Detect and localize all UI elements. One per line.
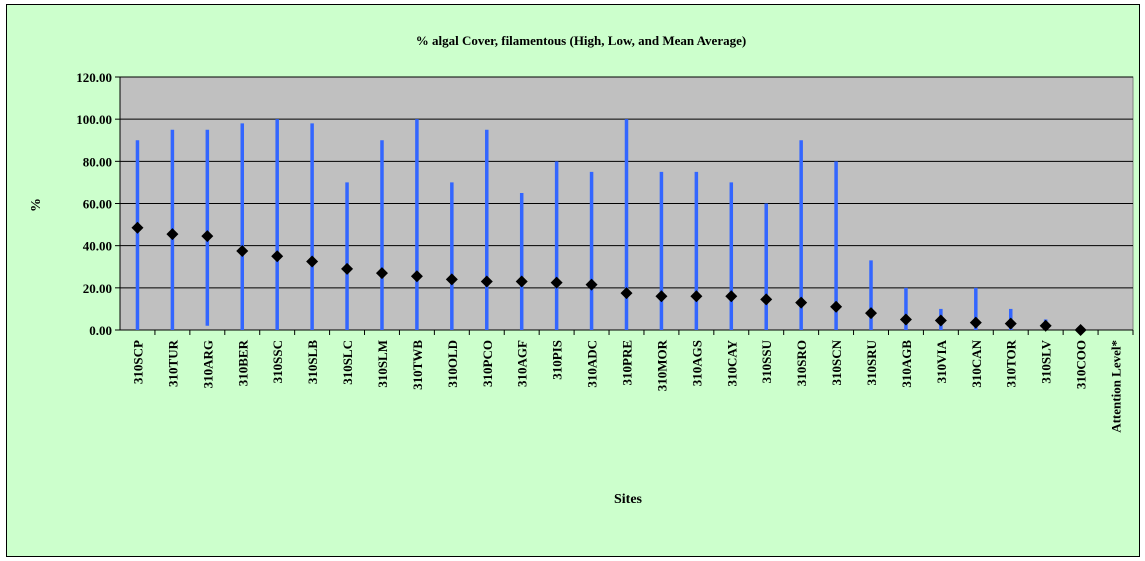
x-tick-label-310SLB: 310SLB <box>305 340 320 384</box>
x-tick-label-310CAN: 310CAN <box>969 339 984 387</box>
y-tick-label-6: 120.00 <box>76 70 112 85</box>
x-tick-label-310VIA: 310VIA <box>934 339 949 383</box>
mean-marker-310TOR <box>1004 317 1017 330</box>
x-tick-label-310OLD: 310OLD <box>445 340 460 388</box>
mean-marker-310ADC <box>585 278 598 291</box>
mean-marker-310TWB <box>410 270 423 283</box>
x-tick-label-310TWB: 310TWB <box>410 340 425 390</box>
mean-marker-310AGB <box>899 313 912 326</box>
x-tick-label-310TOR: 310TOR <box>1004 339 1019 387</box>
mean-markers <box>131 221 1087 336</box>
x-tick-label-310AGF: 310AGF <box>515 340 530 387</box>
x-tick-label-310MOR: 310MOR <box>654 339 669 391</box>
y-tick-label-2: 40.00 <box>83 239 112 254</box>
mean-marker-310SCN <box>830 300 843 313</box>
x-tick-label-310ADC: 310ADC <box>585 340 600 388</box>
y-tick-label-1: 20.00 <box>83 281 112 296</box>
mean-marker-310SLV <box>1039 319 1052 332</box>
x-tick-label-310SSC: 310SSC <box>270 340 285 383</box>
mean-marker-310SLC <box>341 262 354 275</box>
x-tick-label-310SSU: 310SSU <box>759 339 774 383</box>
y-tick-label-0: 0.00 <box>89 323 112 338</box>
x-tick-label-310ARG: 310ARG <box>200 340 215 388</box>
mean-marker-310SCP <box>131 221 144 234</box>
mean-marker-310MOR <box>655 290 668 303</box>
mean-marker-310AGS <box>690 290 703 303</box>
y-tick-label-5: 100.00 <box>76 112 112 127</box>
x-tick-label-310BER: 310BER <box>235 339 250 386</box>
mean-marker-310OLD <box>445 273 458 286</box>
y-tick-label-4: 80.00 <box>83 154 112 169</box>
x-tick-label-310AGB: 310AGB <box>899 340 914 388</box>
x-tick-label-310TUR: 310TUR <box>165 339 180 387</box>
mean-marker-310COO <box>1074 324 1087 336</box>
x-axis-title: Sites <box>614 492 643 507</box>
y-axis-ticks: 0.00 20.00 40.00 60.00 80.00 100.00 120.00 <box>76 70 120 338</box>
mean-marker-310PCO <box>480 275 493 288</box>
x-tick-label-310PRE: 310PRE <box>620 340 635 386</box>
mean-marker-310CAN <box>969 316 982 329</box>
x-tick-label-310SRU: 310SRU <box>864 339 879 385</box>
mean-marker-310SRU <box>865 307 878 320</box>
x-tick-label-310SLC: 310SLC <box>340 340 355 385</box>
mean-marker-310SSC <box>271 250 284 263</box>
x-tick-label-310SLV: 310SLV <box>1039 339 1054 383</box>
x-tick-label-310COO: 310COO <box>1074 340 1089 389</box>
x-tick-label-310SRO: 310SRO <box>794 340 809 386</box>
mean-marker-310PIS <box>550 276 563 289</box>
mean-marker-310TUR <box>166 228 179 241</box>
page-margin <box>0 0 6 561</box>
mean-marker-310SLM <box>375 267 388 280</box>
x-axis-ticks: 310SCP 310TUR 310ARG 310BER 310SSC 310SLB 310S… <box>130 330 1134 433</box>
mean-marker-310PRE <box>620 287 633 300</box>
x-tick-label-310CAY: 310CAY <box>724 339 739 386</box>
mean-marker-310BER <box>236 244 249 257</box>
chart-title: % algal Cover, filamentous (High, Low, a… <box>416 33 746 48</box>
y-axis-title: % <box>29 198 44 212</box>
x-tick-label-310SCN: 310SCN <box>829 339 844 385</box>
mean-marker-310AGF <box>515 275 528 288</box>
mean-marker-310SSU <box>760 293 773 306</box>
x-tick-label-310PIS: 310PIS <box>550 340 565 380</box>
x-tick-label-310AGS: 310AGS <box>689 340 704 386</box>
x-tick-label-Attention Level*: Attention Level* <box>1109 340 1124 433</box>
x-tick-label-310SCP: 310SCP <box>130 340 145 384</box>
mean-marker-310SRO <box>795 296 808 309</box>
mean-marker-310ARG <box>201 230 214 243</box>
x-tick-label-310PCO: 310PCO <box>480 340 495 387</box>
mean-marker-310VIA <box>934 314 947 327</box>
x-tick-label-310SLM: 310SLM <box>375 340 390 388</box>
mean-marker-310SLB <box>306 255 319 268</box>
mean-marker-310CAY <box>725 290 738 303</box>
y-tick-label-3: 60.00 <box>83 197 112 212</box>
